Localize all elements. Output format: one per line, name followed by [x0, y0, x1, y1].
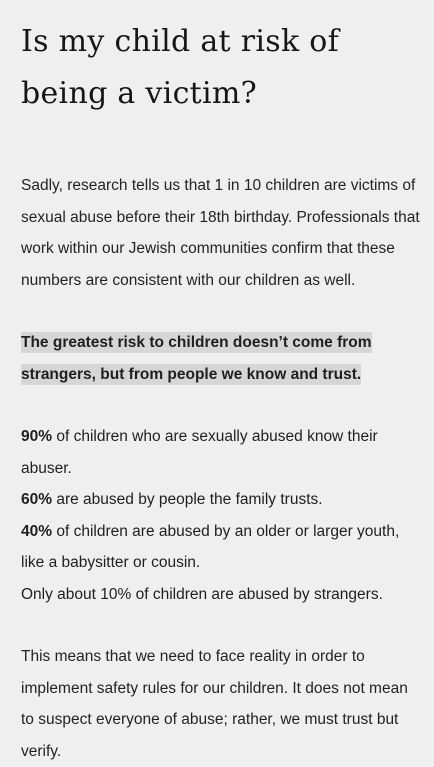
- stat-text: of children who are sexually abused know…: [21, 428, 378, 477]
- intro-paragraph: Sadly, research tells us that 1 in 10 ch…: [21, 177, 420, 289]
- page-title: Is my child at risk of being a victim?: [21, 24, 340, 111]
- stat-line: 60% are abused by people the family trus…: [21, 484, 420, 516]
- statistics-list: 90% of children who are sexually abused …: [21, 421, 420, 610]
- stat-text: of children are abused by an older or la…: [21, 522, 400, 572]
- closing-paragraph: This means that we need to face reality …: [21, 648, 408, 760]
- stat-value: 60%: [21, 491, 53, 508]
- stat-value: 40%: [21, 522, 53, 540]
- strangers-line: Only about 10% of children are abused by…: [21, 585, 383, 603]
- stat-line: 90% of children who are sexually abused …: [21, 421, 420, 484]
- stat-value: 90%: [21, 428, 53, 445]
- callout-text: The greatest risk to children doesn’t co…: [21, 332, 372, 385]
- stat-line: 40% of children are abused by an older o…: [21, 516, 420, 579]
- highlighted-callout: The greatest risk to children doesn’t co…: [21, 327, 420, 390]
- stat-text: are abused by people the family trusts.: [52, 491, 323, 508]
- article: Is my child at risk of being a victim? S…: [21, 24, 420, 760]
